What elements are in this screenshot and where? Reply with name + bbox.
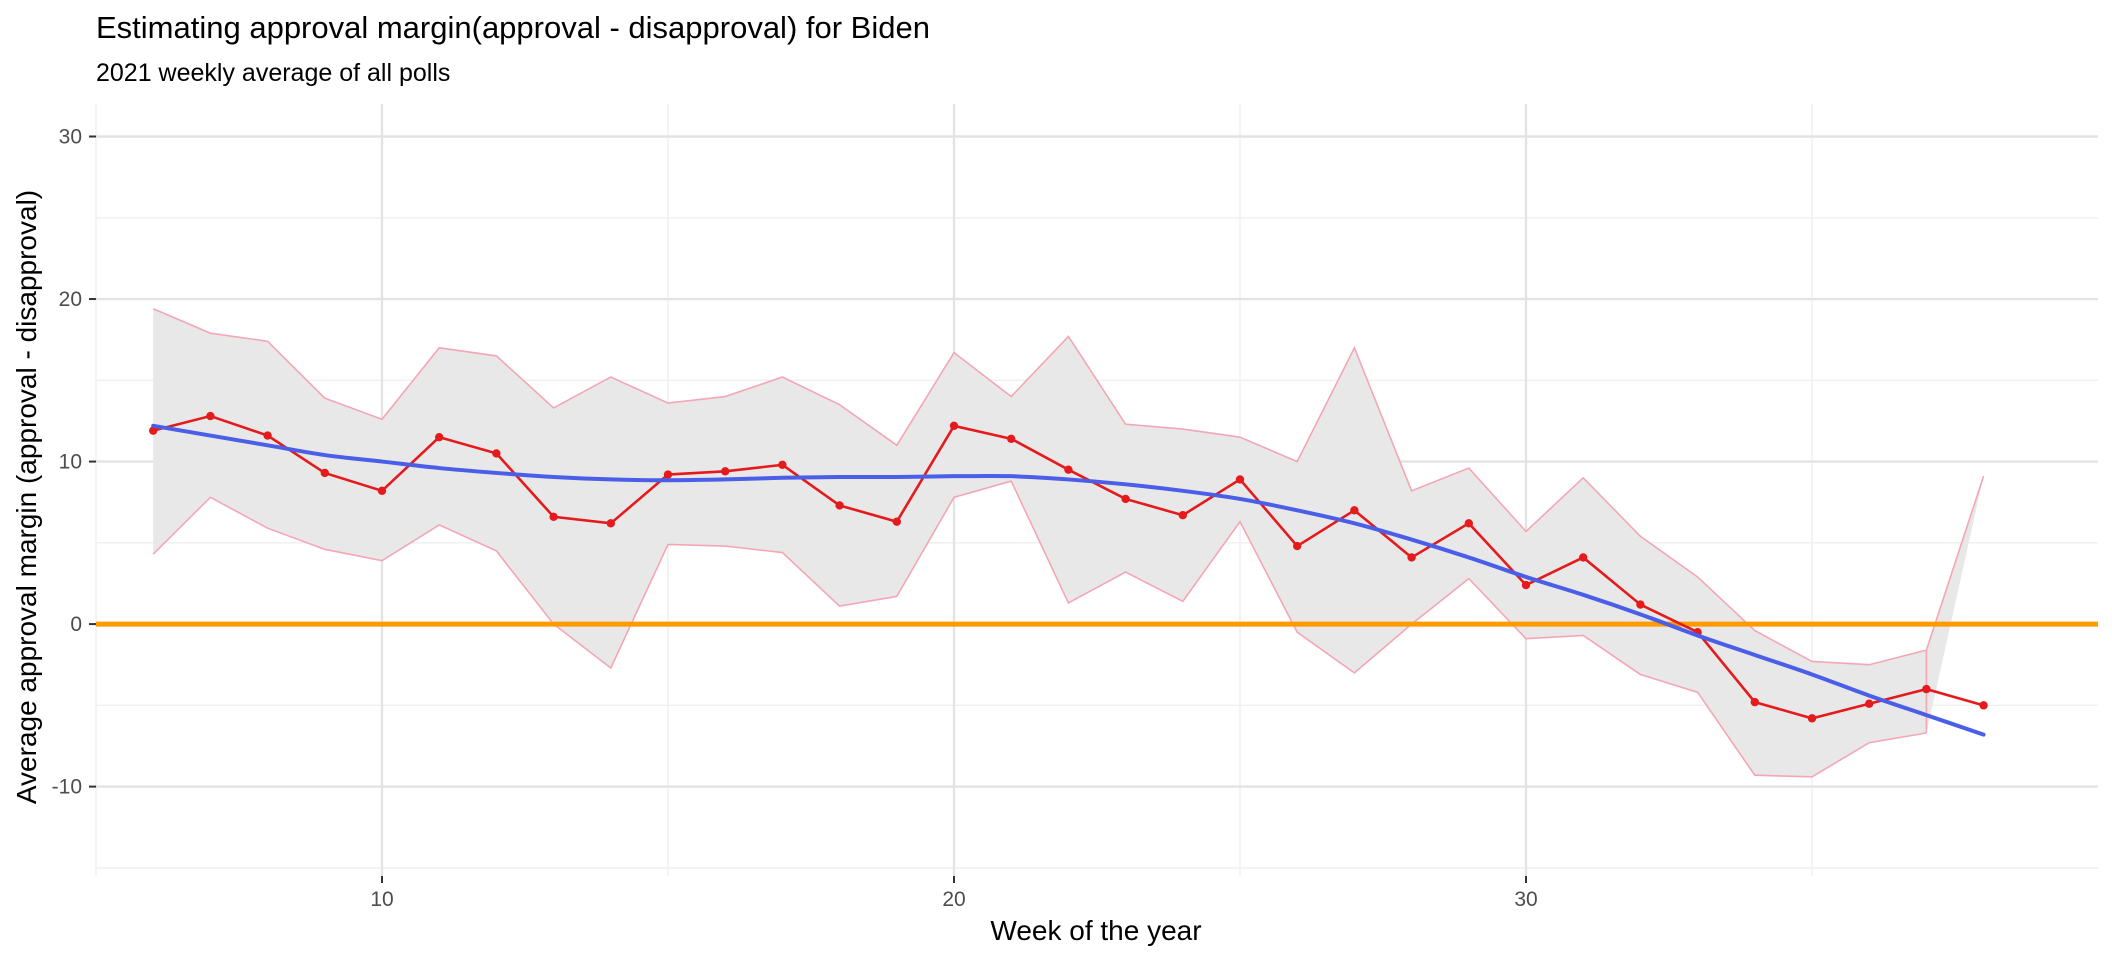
weekly-average-point (663, 470, 673, 479)
x-tick-label: 10 (370, 888, 393, 911)
ribbon-lower-edge (152, 480, 1927, 778)
weekly-average-point (1178, 510, 1188, 520)
smooth-trend-line (151, 423, 1986, 737)
weekly-average-point (1979, 701, 1988, 710)
y-tick-label: -10 (52, 776, 82, 799)
smooth-trend-layer (151, 423, 1986, 737)
weekly-average-point (1579, 553, 1588, 562)
confidence-ribbon-layer (152, 308, 1985, 778)
weekly-average-point (206, 411, 215, 421)
y-axis: -10 0 10 20 30 (52, 126, 96, 799)
weekly-average-point (320, 468, 329, 478)
weekly-average-point (1807, 714, 1817, 723)
weekly-average-point (1636, 600, 1645, 609)
weekly-average-point (263, 431, 272, 440)
y-axis-title: Average approval margin (approval - disa… (11, 190, 42, 804)
y-tick-label: 20 (59, 288, 82, 311)
weekly-average-point (1464, 519, 1474, 528)
weekly-average-point (1007, 434, 1016, 444)
ribbon-upper-edge (152, 308, 1985, 666)
weekly-average-point (1521, 580, 1531, 590)
weekly-average-point (549, 512, 558, 522)
weekly-average-point (1293, 541, 1302, 551)
weekly-average-point (1750, 697, 1760, 707)
x-axis-title: Week of the year (990, 915, 1201, 946)
weekly-average-point (1121, 494, 1130, 504)
weekly-average-point (1922, 684, 1931, 694)
weekly-average-point (1407, 553, 1416, 562)
x-axis: 10 20 30 (370, 876, 1538, 911)
weekly-average-layer (149, 411, 1988, 723)
weekly-average-point (149, 426, 158, 435)
weekly-average-point (1350, 506, 1359, 515)
weekly-average-point (949, 421, 959, 431)
weekly-average-point (835, 501, 844, 510)
weekly-average-point (435, 432, 444, 442)
chart-subtitle: 2021 weekly average of all polls (96, 59, 450, 87)
y-tick-label: 30 (59, 126, 82, 149)
weekly-average-point (492, 449, 501, 458)
confidence-ribbon (153, 308, 1984, 777)
x-tick-label: 30 (1514, 888, 1537, 911)
weekly-average-point (892, 517, 901, 526)
y-tick-label: 10 (59, 451, 82, 474)
plot-panel (95, 104, 2098, 876)
weekly-average-point (778, 460, 787, 470)
weekly-average-point (1865, 699, 1874, 708)
x-tick-label: 20 (942, 888, 965, 911)
weekly-average-point (1235, 475, 1245, 484)
weekly-average-point (721, 467, 730, 476)
weekly-average-point (1064, 465, 1073, 474)
weekly-average-point (377, 486, 387, 496)
y-tick-label: 0 (70, 613, 82, 636)
chart-title: Estimating approval margin(approval - di… (96, 10, 930, 45)
weekly-average-point (606, 519, 615, 528)
